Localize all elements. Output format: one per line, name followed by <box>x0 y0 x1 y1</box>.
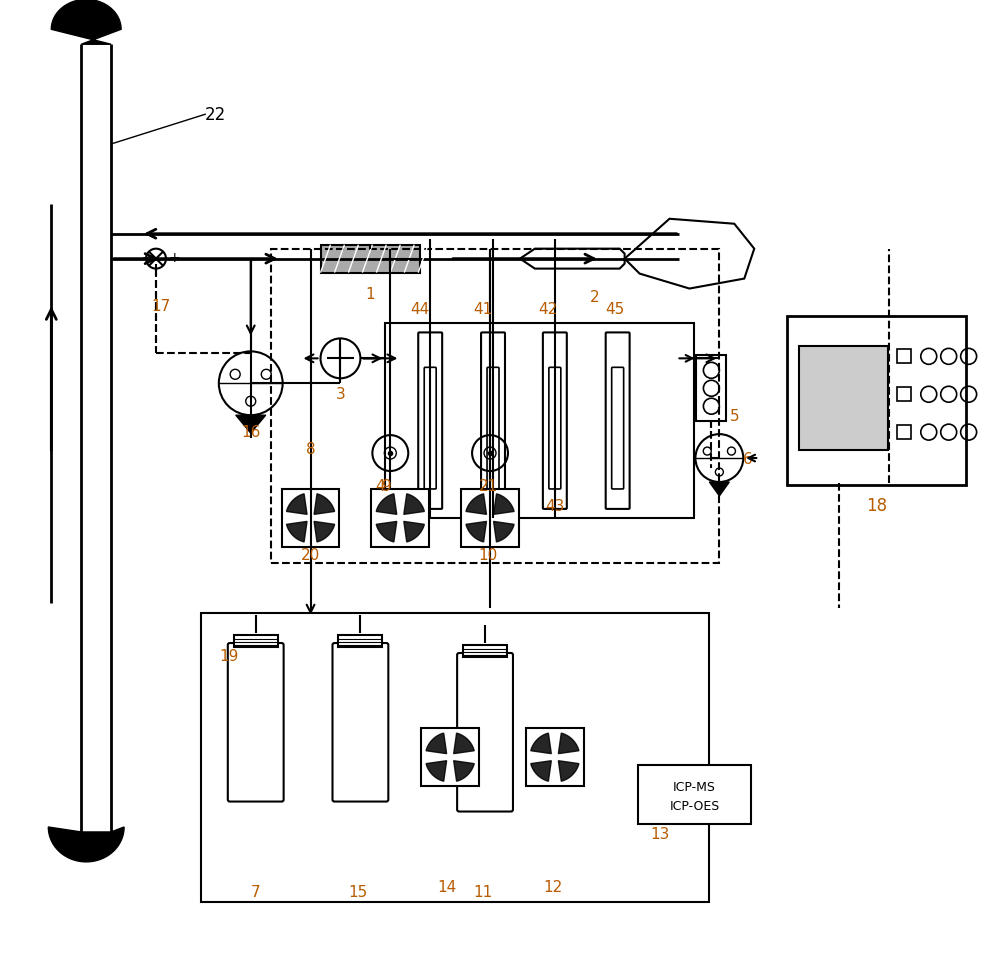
Polygon shape <box>286 522 307 542</box>
Text: 20: 20 <box>301 548 320 562</box>
Text: 22: 22 <box>205 106 226 124</box>
Polygon shape <box>494 495 514 515</box>
Polygon shape <box>709 482 729 497</box>
FancyBboxPatch shape <box>332 643 388 801</box>
Polygon shape <box>286 495 307 515</box>
FancyBboxPatch shape <box>481 333 505 509</box>
Text: 16: 16 <box>241 424 260 439</box>
FancyBboxPatch shape <box>321 246 420 274</box>
FancyBboxPatch shape <box>612 368 624 490</box>
Polygon shape <box>426 733 447 754</box>
FancyBboxPatch shape <box>421 728 479 786</box>
Polygon shape <box>531 733 551 754</box>
Text: 10: 10 <box>478 548 498 562</box>
Text: ICP-OES: ICP-OES <box>669 800 720 812</box>
FancyBboxPatch shape <box>549 368 561 490</box>
Text: 6: 6 <box>742 451 752 466</box>
FancyBboxPatch shape <box>638 765 751 824</box>
Polygon shape <box>558 733 579 754</box>
Text: 43: 43 <box>545 498 565 514</box>
FancyBboxPatch shape <box>606 333 630 509</box>
Polygon shape <box>466 522 487 542</box>
Text: 3: 3 <box>336 386 345 401</box>
FancyBboxPatch shape <box>418 333 442 509</box>
Text: 12: 12 <box>543 880 562 894</box>
FancyBboxPatch shape <box>228 643 284 801</box>
Text: ICP-MS: ICP-MS <box>673 780 716 793</box>
FancyBboxPatch shape <box>201 613 709 902</box>
Polygon shape <box>376 495 397 515</box>
FancyBboxPatch shape <box>424 368 436 490</box>
Text: 5: 5 <box>730 408 739 423</box>
FancyBboxPatch shape <box>234 636 278 647</box>
Text: +: + <box>168 251 180 264</box>
FancyBboxPatch shape <box>385 324 694 518</box>
Polygon shape <box>314 522 335 542</box>
Text: 2: 2 <box>590 290 600 305</box>
Polygon shape <box>404 495 424 515</box>
Polygon shape <box>531 760 551 781</box>
FancyBboxPatch shape <box>338 636 382 647</box>
FancyBboxPatch shape <box>897 350 911 364</box>
FancyBboxPatch shape <box>371 490 429 547</box>
Polygon shape <box>454 760 474 781</box>
Text: 1: 1 <box>366 287 375 302</box>
Text: 19: 19 <box>219 648 238 663</box>
Text: 7: 7 <box>251 884 261 900</box>
FancyBboxPatch shape <box>457 654 513 812</box>
Polygon shape <box>520 250 625 270</box>
Polygon shape <box>314 495 335 515</box>
FancyBboxPatch shape <box>897 388 911 402</box>
Text: 13: 13 <box>650 826 669 841</box>
FancyBboxPatch shape <box>799 347 888 451</box>
Polygon shape <box>236 416 266 434</box>
FancyBboxPatch shape <box>463 645 507 658</box>
Polygon shape <box>558 760 579 781</box>
Text: 42: 42 <box>538 302 557 316</box>
Text: 4: 4 <box>376 479 385 494</box>
FancyBboxPatch shape <box>543 333 567 509</box>
Text: 41: 41 <box>473 302 493 316</box>
Polygon shape <box>494 522 514 542</box>
Text: 44: 44 <box>411 302 430 316</box>
FancyBboxPatch shape <box>787 317 966 485</box>
Polygon shape <box>454 733 474 754</box>
Text: 9: 9 <box>382 479 392 494</box>
Text: 15: 15 <box>349 884 368 900</box>
Text: 8: 8 <box>306 441 315 456</box>
FancyBboxPatch shape <box>526 728 584 786</box>
FancyBboxPatch shape <box>487 368 499 490</box>
Polygon shape <box>404 522 424 542</box>
Text: 21: 21 <box>478 479 498 494</box>
FancyBboxPatch shape <box>282 490 339 547</box>
Text: 14: 14 <box>438 880 457 894</box>
Polygon shape <box>376 522 397 542</box>
Text: 11: 11 <box>473 884 493 900</box>
FancyBboxPatch shape <box>696 356 726 422</box>
Text: 17: 17 <box>151 298 171 314</box>
FancyBboxPatch shape <box>461 490 519 547</box>
FancyBboxPatch shape <box>897 426 911 439</box>
Polygon shape <box>426 760 447 781</box>
Polygon shape <box>466 495 487 515</box>
Text: 45: 45 <box>605 302 624 316</box>
Polygon shape <box>48 827 124 862</box>
Text: 18: 18 <box>866 497 887 515</box>
Polygon shape <box>51 0 121 45</box>
